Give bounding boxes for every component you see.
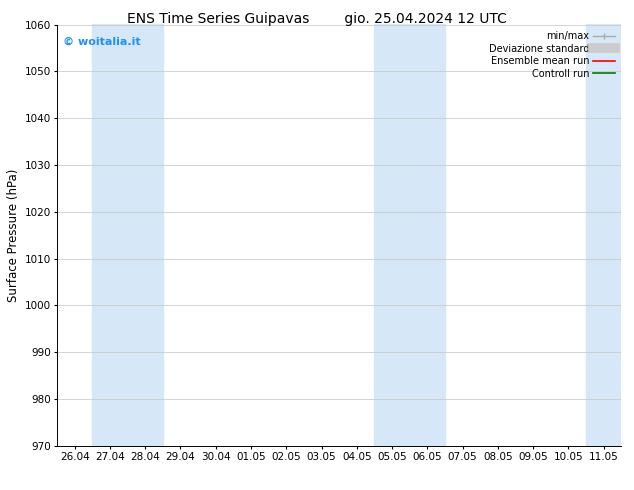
Text: © woitalia.it: © woitalia.it: [63, 37, 140, 47]
Bar: [586, 24, 621, 446]
Bar: [93, 24, 163, 446]
Text: ENS Time Series Guipavas        gio. 25.04.2024 12 UTC: ENS Time Series Guipavas gio. 25.04.2024…: [127, 12, 507, 26]
Legend: min/max, Deviazione standard, Ensemble mean run, Controll run: min/max, Deviazione standard, Ensemble m…: [487, 29, 616, 80]
Y-axis label: Surface Pressure (hPa): Surface Pressure (hPa): [8, 169, 20, 302]
Bar: [375, 24, 445, 446]
